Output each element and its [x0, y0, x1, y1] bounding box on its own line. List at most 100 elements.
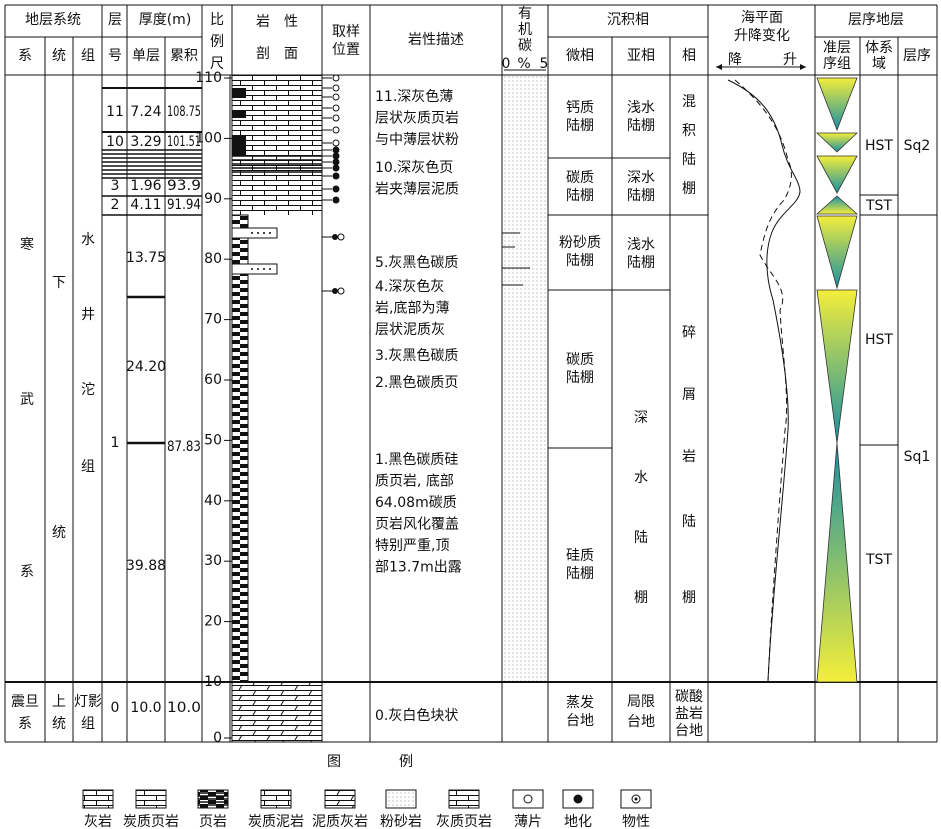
parasequence-set: [816, 77, 858, 132]
label: 陆棚: [627, 118, 655, 134]
silt-dot: [269, 232, 271, 234]
header: 机: [518, 22, 532, 38]
legend-swatch: [82, 789, 114, 809]
legend-label: 灰岩: [84, 814, 112, 829]
label: 局限: [627, 694, 655, 710]
sample: [332, 288, 338, 294]
header: 组: [81, 48, 95, 64]
legend-label: 炭质泥岩: [248, 814, 304, 829]
label: 积: [682, 123, 696, 139]
label: 灯影: [74, 694, 102, 710]
header: 微相: [566, 48, 594, 64]
toc-axis: %: [517, 56, 530, 72]
header: 位置: [332, 42, 360, 58]
lithology-limestone: [232, 75, 322, 215]
label: 台地: [675, 723, 703, 739]
description: 岩,底部为薄: [375, 301, 449, 317]
label: 组: [81, 716, 95, 732]
label: 组: [81, 459, 95, 475]
label: 陆棚: [566, 118, 594, 134]
label: 钙质: [566, 100, 594, 116]
silt-dot: [263, 232, 265, 234]
label: 井: [81, 307, 95, 323]
scale-label: 40: [204, 493, 222, 509]
parasequence-set: [816, 215, 858, 290]
sea-level-curve: [727, 79, 801, 681]
label: HST: [865, 138, 893, 154]
sample: [332, 196, 340, 204]
label: 87.83: [167, 439, 201, 455]
label: 7.24: [130, 104, 161, 120]
toc-column: [502, 75, 548, 682]
lithology-shale-column: [231, 214, 249, 683]
sample: [332, 146, 340, 154]
sea-level-curve-dashed: [734, 79, 792, 683]
label: TST: [865, 552, 892, 568]
silt-dot: [263, 268, 265, 270]
legend-swatch: [135, 789, 167, 809]
label: 陆棚: [566, 566, 594, 582]
label: 陆棚: [627, 255, 655, 271]
header: 号: [108, 48, 122, 64]
label: 浅水: [627, 237, 655, 253]
label: 陆: [682, 152, 696, 168]
legend-swatch: [448, 789, 480, 809]
label: 陆棚: [566, 253, 594, 269]
label: 浅水: [627, 100, 655, 116]
legend-label: 炭质页岩: [123, 814, 179, 829]
label: 93.9: [167, 178, 201, 194]
sample: [337, 233, 345, 241]
header: 相: [682, 48, 696, 64]
header: 亚相: [627, 48, 655, 64]
header: 累积: [170, 48, 198, 64]
legend-label: 粉砂岩: [380, 814, 422, 829]
sample: [332, 152, 340, 160]
header: 比: [210, 12, 224, 28]
description: 64.08m碳质: [375, 495, 457, 511]
legend-swatch: [385, 789, 417, 809]
label: 11: [106, 104, 124, 120]
sample: [332, 139, 340, 147]
header: 统: [52, 48, 66, 64]
description: 0.灰白色块状: [375, 707, 458, 724]
sample: [337, 287, 345, 295]
label: 1.96: [130, 178, 161, 194]
sample: [332, 84, 340, 92]
header: 岩性描述: [408, 32, 464, 48]
header: 例: [210, 34, 224, 50]
label: 台地: [566, 713, 594, 729]
silt-dot: [269, 268, 271, 270]
legend-label: 物性: [622, 814, 650, 829]
label: 蒸发: [566, 695, 594, 711]
header: 有: [518, 6, 532, 22]
parasequence-set: [816, 289, 858, 444]
scale-label: 0: [213, 730, 222, 746]
legend-symbol: [634, 797, 638, 801]
sample: [332, 158, 340, 166]
label: HST: [865, 332, 893, 348]
lithology-dark: [232, 110, 246, 118]
label: TST: [865, 198, 892, 214]
description: 特别严重,顶: [375, 538, 449, 554]
label: 棚: [682, 181, 696, 197]
toc-axis: 0: [502, 56, 511, 72]
scale-label: 30: [204, 553, 222, 569]
header: 取样: [332, 24, 360, 40]
scale-label: 50: [204, 432, 222, 448]
label: 震旦: [11, 694, 39, 710]
scale-label: 100: [195, 130, 222, 146]
label: 24.20: [126, 359, 166, 375]
label: 系: [20, 564, 34, 580]
description: 层状灰质页岩: [375, 111, 459, 127]
label: 13.75: [126, 250, 166, 266]
scale-label: 60: [204, 372, 222, 388]
label: 水: [81, 232, 95, 248]
label: 粉砂质: [559, 235, 601, 251]
label: 碳酸: [675, 689, 703, 705]
label: 2: [111, 197, 120, 213]
header: 尺: [210, 56, 224, 72]
header: 厚度(m): [139, 12, 192, 28]
scale-label: 10: [204, 674, 222, 690]
label: 4.11: [130, 197, 161, 213]
